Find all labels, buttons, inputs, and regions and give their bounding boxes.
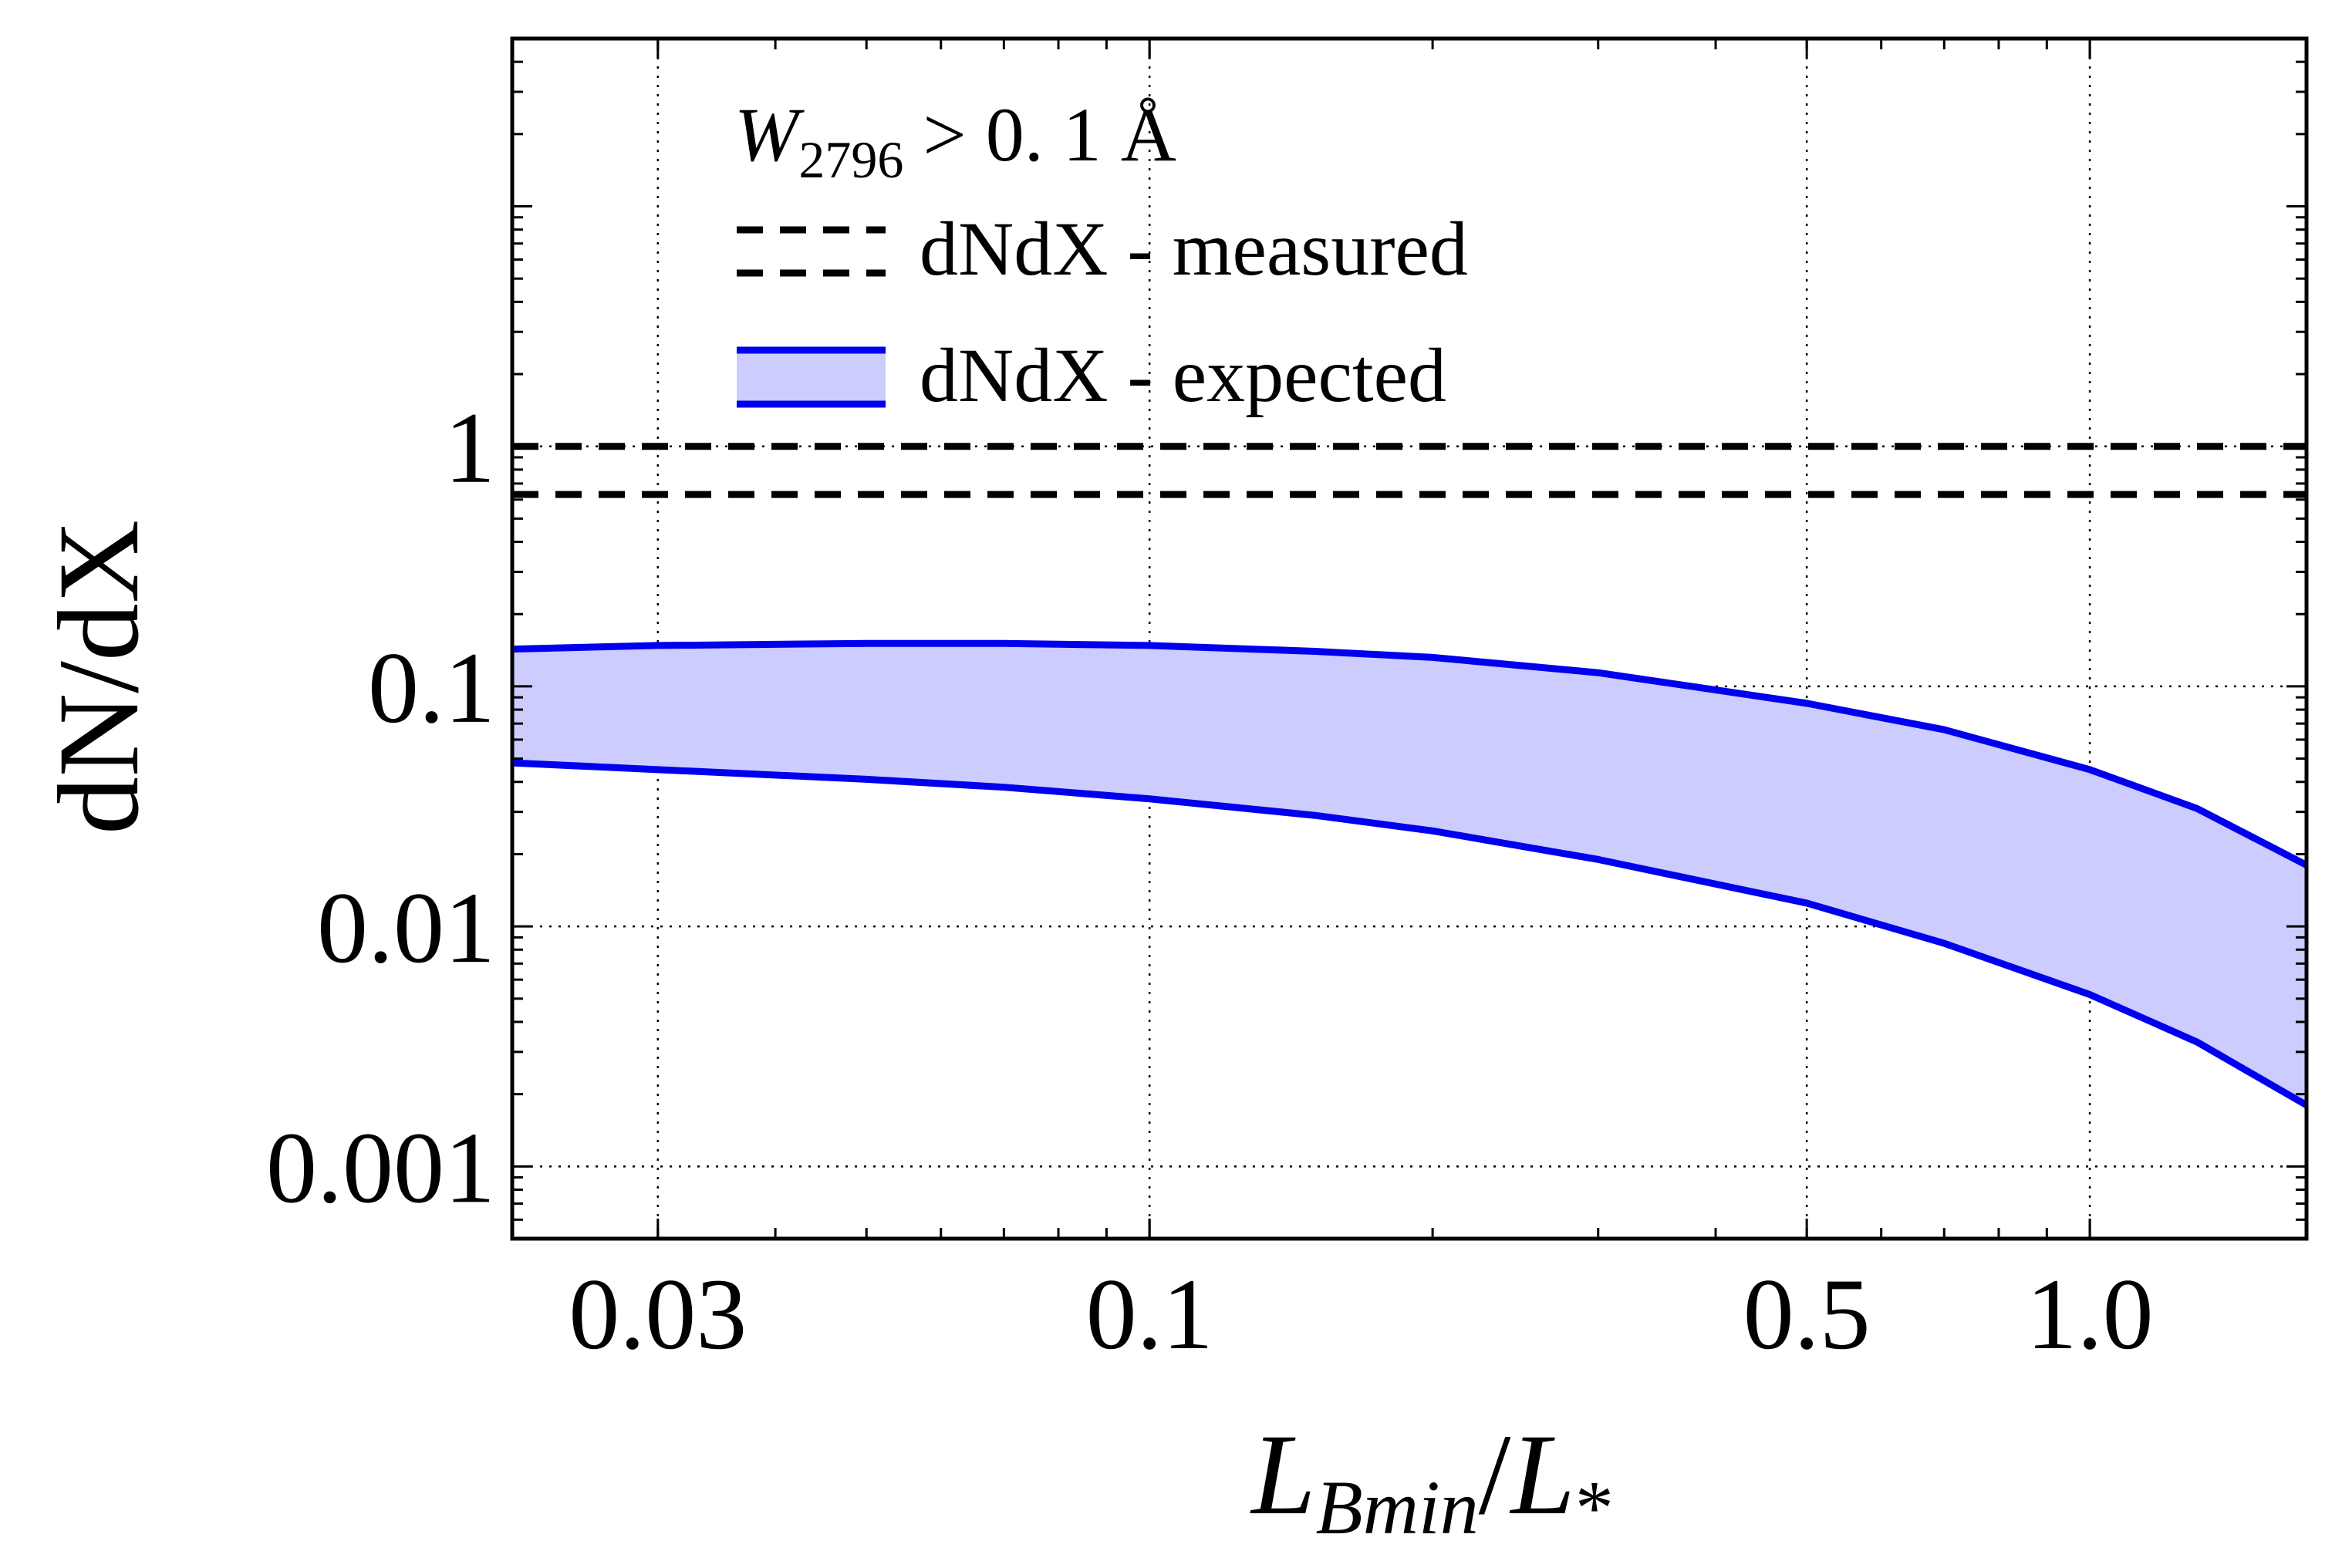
x-tick-label: 0.03: [569, 1257, 747, 1371]
band-area: [512, 643, 2307, 1105]
tick-labels: 0.03 0.1 0.5 1.0 0.001 0.01 0.1 1: [266, 391, 2154, 1371]
grid: [512, 39, 2307, 1239]
axes-frame: [510, 36, 2309, 1241]
legend-title-rest: > 0. 1 Å: [903, 92, 1176, 177]
y-tick-label: 0.1: [368, 631, 495, 744]
x-label-main: L: [1250, 1411, 1315, 1539]
legend-title-sub: 2796: [798, 130, 903, 189]
x-tick-label: 0.5: [1743, 1257, 1871, 1371]
band-fill: [512, 643, 2307, 1105]
tick-marks: [512, 37, 2307, 1240]
x-tick-label: 0.1: [1086, 1257, 1213, 1371]
x-label-main2: L: [1509, 1411, 1574, 1539]
legend-label-measured: dNdX - measured: [920, 206, 1468, 292]
x-label-mid: /: [1479, 1411, 1511, 1539]
legend-label-expected: dNdX - expected: [920, 332, 1446, 418]
x-tick-label: 1.0: [2026, 1257, 2154, 1371]
legend-title-main: W: [734, 92, 805, 177]
band-upper-line: [511, 639, 2309, 868]
x-axis-label: LBmin/L*: [1250, 1411, 1614, 1550]
plot-frame: [510, 36, 2309, 1241]
legend-band-icon: [737, 350, 886, 404]
y-tick-label: 1: [444, 391, 495, 504]
y-tick-label: 0.001: [266, 1111, 495, 1224]
series-lines: [511, 443, 2309, 1108]
x-label-sub2: *: [1575, 1465, 1614, 1550]
legend: W2796 > 0. 1 Å dNdX - measured dNdX - expe…: [734, 92, 1468, 418]
band-lower-line: [511, 759, 2309, 1108]
y-tick-label: 0.01: [317, 871, 495, 984]
x-label-sub: Bmin: [1316, 1465, 1479, 1550]
y-axis-label: dN/dX: [35, 520, 163, 835]
legend-title: W2796 > 0. 1 Å: [734, 92, 1176, 189]
